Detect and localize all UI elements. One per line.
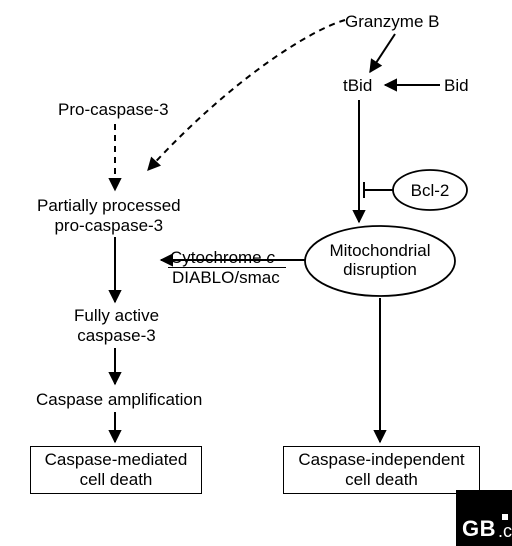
- node-fully-active: Fully activecaspase-3: [74, 306, 159, 345]
- node-partially-processed: Partially processed pro-caspase-3: [37, 196, 181, 235]
- logo-text-c: .c: [498, 521, 512, 542]
- logo-text-gb: GB: [462, 516, 496, 542]
- svg-text:Mitochondrial: Mitochondrial: [329, 241, 430, 260]
- node-bcl2: Bcl-2: [392, 170, 468, 210]
- node-mitochondrial-disruption: Mitochondrial disruption: [305, 225, 455, 297]
- svg-text:disruption: disruption: [343, 260, 417, 279]
- node-caspase-mediated-death: Caspase-mediatedcell death: [30, 446, 202, 494]
- node-bid: Bid: [444, 76, 469, 96]
- node-caspase-amplification: Caspase amplification: [36, 390, 202, 410]
- node-cytochrome-c: Cytochrome c: [170, 248, 275, 268]
- node-diablo-smac: DIABLO/smac: [172, 268, 280, 288]
- divider-cytc-diablo: [168, 267, 286, 268]
- logo-dot-icon: [502, 514, 508, 520]
- node-bcl2-label: Bcl-2: [411, 181, 450, 200]
- node-pro-caspase-3: Pro-caspase-3: [58, 100, 169, 120]
- logo-gb: GB .c: [456, 490, 512, 546]
- node-partial-line1: Partially processed: [37, 196, 181, 215]
- node-partial-line2: pro-caspase-3: [54, 216, 163, 235]
- node-tbid: tBid: [343, 76, 372, 96]
- node-granzyme-b: Granzyme B: [345, 12, 439, 32]
- node-caspase-independent-death: Caspase-independentcell death: [283, 446, 480, 494]
